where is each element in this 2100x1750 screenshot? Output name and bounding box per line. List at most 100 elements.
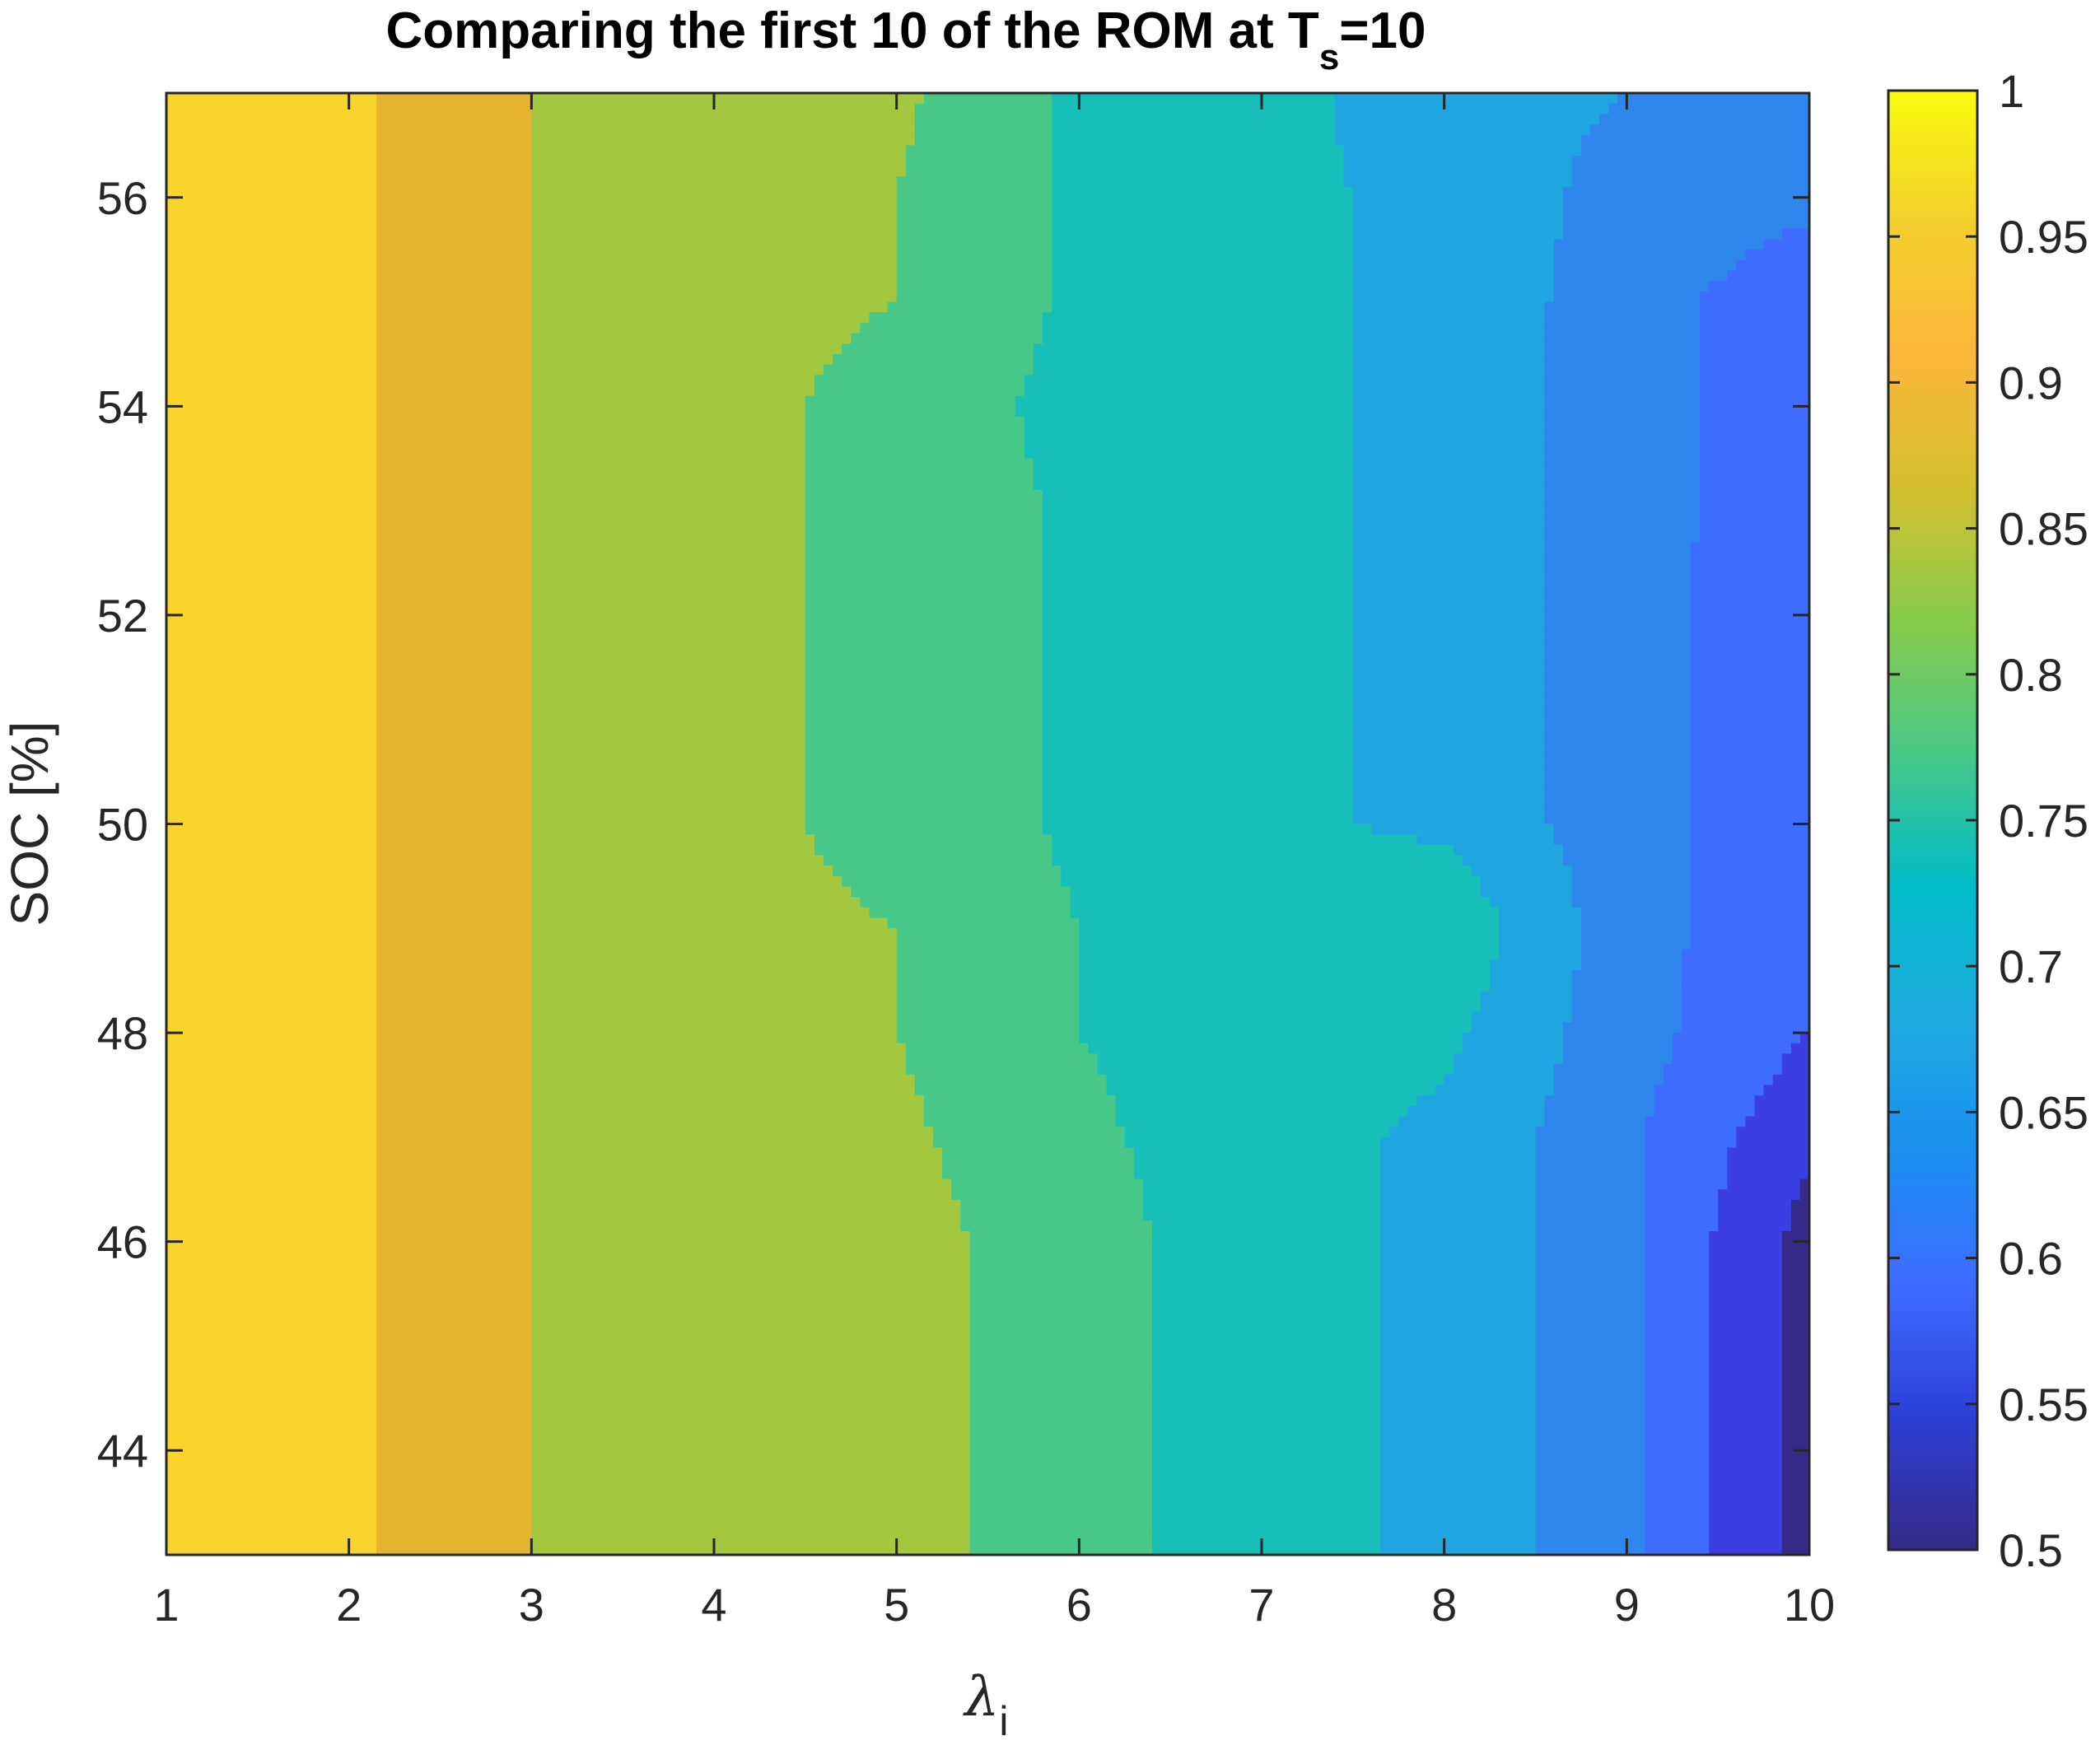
contour-cell xyxy=(531,970,898,982)
contour-cell xyxy=(1562,1022,1682,1034)
contour-cell xyxy=(376,520,533,533)
contour-cell xyxy=(1690,719,1809,731)
contour-cell xyxy=(376,427,533,439)
chart-title-tail: =10 xyxy=(1339,2,1426,59)
contour-cell xyxy=(1781,1272,1809,1285)
contour-cell xyxy=(969,1388,1153,1399)
contour-cell xyxy=(1043,667,1354,679)
contour-cell xyxy=(1781,1440,1809,1452)
contour-cell xyxy=(1727,270,1809,282)
contour-cell xyxy=(1544,552,1692,564)
contour-cell xyxy=(905,145,1052,156)
contour-cell xyxy=(531,1095,925,1107)
contour-cell xyxy=(1380,1533,1537,1546)
contour-cell xyxy=(1544,500,1701,511)
contour-cell xyxy=(166,134,377,147)
contour-cell xyxy=(887,917,1080,930)
colorbar-tick-label: 0.55 xyxy=(1999,1379,2088,1430)
contour-cell xyxy=(1352,364,1546,376)
contour-cell xyxy=(1115,1095,1418,1107)
contour-cell xyxy=(166,1471,377,1483)
contour-cell xyxy=(531,1460,971,1472)
contour-cell xyxy=(531,124,916,136)
contour-cell xyxy=(531,531,806,543)
contour-cell xyxy=(531,1429,971,1441)
contour-cell xyxy=(376,897,533,908)
contour-cell xyxy=(1709,1398,1783,1410)
contour-cell xyxy=(1352,406,1546,418)
contour-cell xyxy=(969,1314,1153,1326)
contour-cell xyxy=(805,531,1043,543)
contour-cell xyxy=(1462,1033,1564,1044)
contour-cell xyxy=(1380,1408,1537,1420)
contour-cell xyxy=(1152,1252,1381,1263)
contour-cell xyxy=(376,1419,533,1430)
contour-cell xyxy=(531,1356,971,1368)
contour-cell xyxy=(969,1419,1153,1430)
contour-cell xyxy=(166,437,377,449)
contour-cell xyxy=(166,218,377,230)
contour-cell xyxy=(1709,1388,1783,1399)
contour-cell xyxy=(531,719,806,731)
y-tick-label: 56 xyxy=(97,172,148,224)
contour-cell xyxy=(942,1158,1135,1169)
contour-cell xyxy=(1690,761,1809,772)
contour-cell xyxy=(805,500,1043,511)
contour-cell xyxy=(376,949,533,961)
contour-cell xyxy=(1781,1398,1809,1410)
contour-cell xyxy=(1709,1230,1783,1243)
contour-cell xyxy=(1544,761,1692,772)
contour-cell xyxy=(1398,1116,1546,1127)
contour-cell xyxy=(376,542,533,553)
x-tick-label: 9 xyxy=(1614,1579,1640,1631)
contour-cell xyxy=(376,636,533,647)
contour-cell xyxy=(1544,614,1692,627)
contour-cell xyxy=(376,730,533,741)
contour-cell xyxy=(869,312,1043,324)
contour-cell xyxy=(1690,698,1809,710)
contour-cell xyxy=(1544,406,1701,418)
contour-cell xyxy=(896,239,1052,250)
contour-cell xyxy=(1043,562,1354,575)
contour-cell xyxy=(1043,792,1354,804)
contour-cell xyxy=(166,353,377,366)
contour-cell xyxy=(1352,312,1546,324)
contour-cell xyxy=(376,417,533,428)
contour-cell xyxy=(166,1001,377,1013)
contour-cell xyxy=(1352,740,1546,752)
contour-cell xyxy=(942,1168,1135,1180)
contour-cell xyxy=(1435,1085,1555,1096)
contour-cell xyxy=(1097,1064,1454,1076)
contour-cell xyxy=(1334,93,1619,105)
contour-cell xyxy=(1152,1398,1381,1410)
contour-cell xyxy=(896,228,1052,240)
contour-cell xyxy=(531,1471,971,1483)
contour-cell xyxy=(166,343,377,355)
contour-cell xyxy=(951,1189,1144,1201)
contour-cell xyxy=(1380,1314,1537,1326)
contour-cell xyxy=(166,886,377,898)
contour-cell xyxy=(1535,1136,1646,1149)
contour-cell xyxy=(1781,228,1809,240)
contour-cell xyxy=(376,103,533,115)
contour-cell xyxy=(1453,1064,1555,1076)
contour-cell xyxy=(1152,1272,1381,1285)
contour-cell xyxy=(1790,1220,1809,1232)
contour-cell xyxy=(1079,928,1500,940)
contour-cell xyxy=(1535,1419,1646,1430)
contour-cell xyxy=(1700,479,1809,491)
contour-cell xyxy=(1380,1450,1537,1462)
contour-cell xyxy=(1380,1220,1537,1232)
contour-cell xyxy=(805,511,1043,522)
contour-cell xyxy=(1709,281,1809,292)
contour-cell xyxy=(1736,259,1809,272)
contour-cell xyxy=(896,270,1052,282)
contour-cell xyxy=(1535,1314,1646,1326)
contour-cell xyxy=(1553,834,1692,846)
contour-cell xyxy=(1690,928,1809,940)
contour-cell xyxy=(1700,364,1809,376)
contour-cell xyxy=(1571,156,1809,167)
contour-cell xyxy=(531,1011,898,1024)
contour-cell xyxy=(887,301,1052,314)
